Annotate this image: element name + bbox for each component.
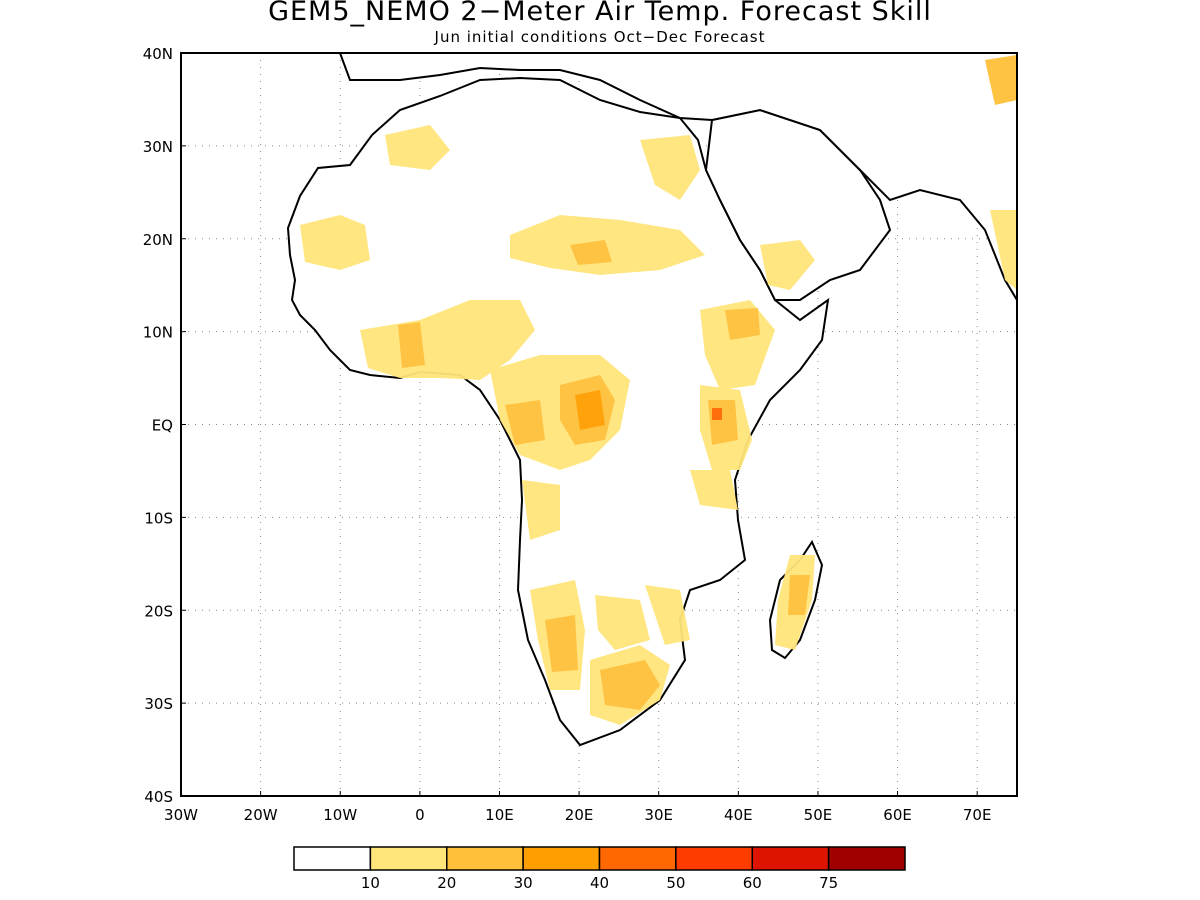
skill-region-gabon (505, 400, 545, 445)
skill-shading (300, 55, 1017, 725)
skill-region-india (990, 210, 1017, 290)
lat-tick-label: 30S (144, 695, 173, 713)
colorbar-label: 30 (514, 874, 533, 892)
colorbar: 10 20 30 40 50 60 75 (293, 846, 906, 892)
colorbar-swatch (675, 846, 753, 871)
lon-tick-label: 0 (415, 806, 425, 824)
lon-tick-label: 50E (804, 806, 833, 824)
skill-region-south-africa-core (600, 660, 660, 710)
lon-tick-label: 30W (164, 806, 198, 824)
colorbar-label: 10 (361, 874, 380, 892)
lat-tick-label: 10N (143, 324, 173, 342)
lon-tick-label: 30E (644, 806, 673, 824)
skill-region-angola (522, 480, 560, 540)
colorbar-label: 60 (743, 874, 762, 892)
lon-tick-label: 10E (485, 806, 514, 824)
colorbar-swatch (293, 846, 372, 871)
axis-labels: 30W 20W 10W 0 10E 20E 30E 40E 50E 60E 70E 40N 30N 20N… (143, 45, 992, 824)
eurasia-coastline (338, 53, 1017, 302)
lon-tick-label: 70E (963, 806, 992, 824)
lon-tick-label: 10W (323, 806, 357, 824)
skill-region-arabia (760, 240, 815, 290)
skill-region-botswana (595, 595, 650, 650)
skill-region-sahara-north (385, 125, 450, 170)
skill-region-tanzania (690, 470, 738, 510)
colorbar-swatch (751, 846, 830, 871)
skill-region-sahel (510, 215, 705, 275)
colorbar-swatch (446, 846, 524, 871)
map-content (286, 53, 1017, 747)
lat-tick-label: 10S (144, 509, 173, 527)
skill-region-congo-core (575, 390, 605, 430)
colorbar-label: 20 (437, 874, 456, 892)
skill-region-iran (985, 55, 1017, 105)
skill-region-kenya-peak (712, 408, 722, 420)
lon-tick-label: 40E (724, 806, 753, 824)
skill-region-egypt (640, 135, 700, 200)
lon-tick-label: 20W (244, 806, 278, 824)
colorbar-swatch (598, 846, 677, 871)
map-title: GEM5_NEMO 2−Meter Air Temp. Forecast Ski… (268, 0, 932, 27)
colorbar-swatch (369, 846, 448, 871)
map-subtitle: Jun initial conditions Oct−Dec Forecast (434, 28, 766, 46)
lat-tick-label: 40S (144, 788, 173, 806)
skill-region-madagascar-core (788, 575, 810, 615)
colorbar-swatch (827, 846, 906, 871)
skill-region-kenya-core (708, 400, 738, 445)
skill-region-namibia-core (545, 615, 578, 672)
lon-tick-label: 20E (565, 806, 594, 824)
colorbar-label: 50 (666, 874, 685, 892)
lat-tick-label: 20N (143, 231, 173, 249)
colorbar-swatch (522, 846, 601, 871)
lat-tick-label: 20S (144, 602, 173, 620)
lat-tick-label: 30N (143, 138, 173, 156)
skill-region-mozambique (645, 585, 690, 645)
skill-region-ghana (398, 322, 425, 368)
skill-region-sahara-west (300, 215, 370, 270)
lat-tick-label: EQ (152, 417, 173, 435)
lon-tick-label: 60E (883, 806, 912, 824)
lat-tick-label: 40N (143, 45, 173, 63)
colorbar-label: 40 (590, 874, 609, 892)
colorbar-label: 75 (819, 874, 838, 892)
skill-region-ethiopia-core (725, 308, 760, 340)
skill-region-sahel-core (570, 240, 612, 265)
